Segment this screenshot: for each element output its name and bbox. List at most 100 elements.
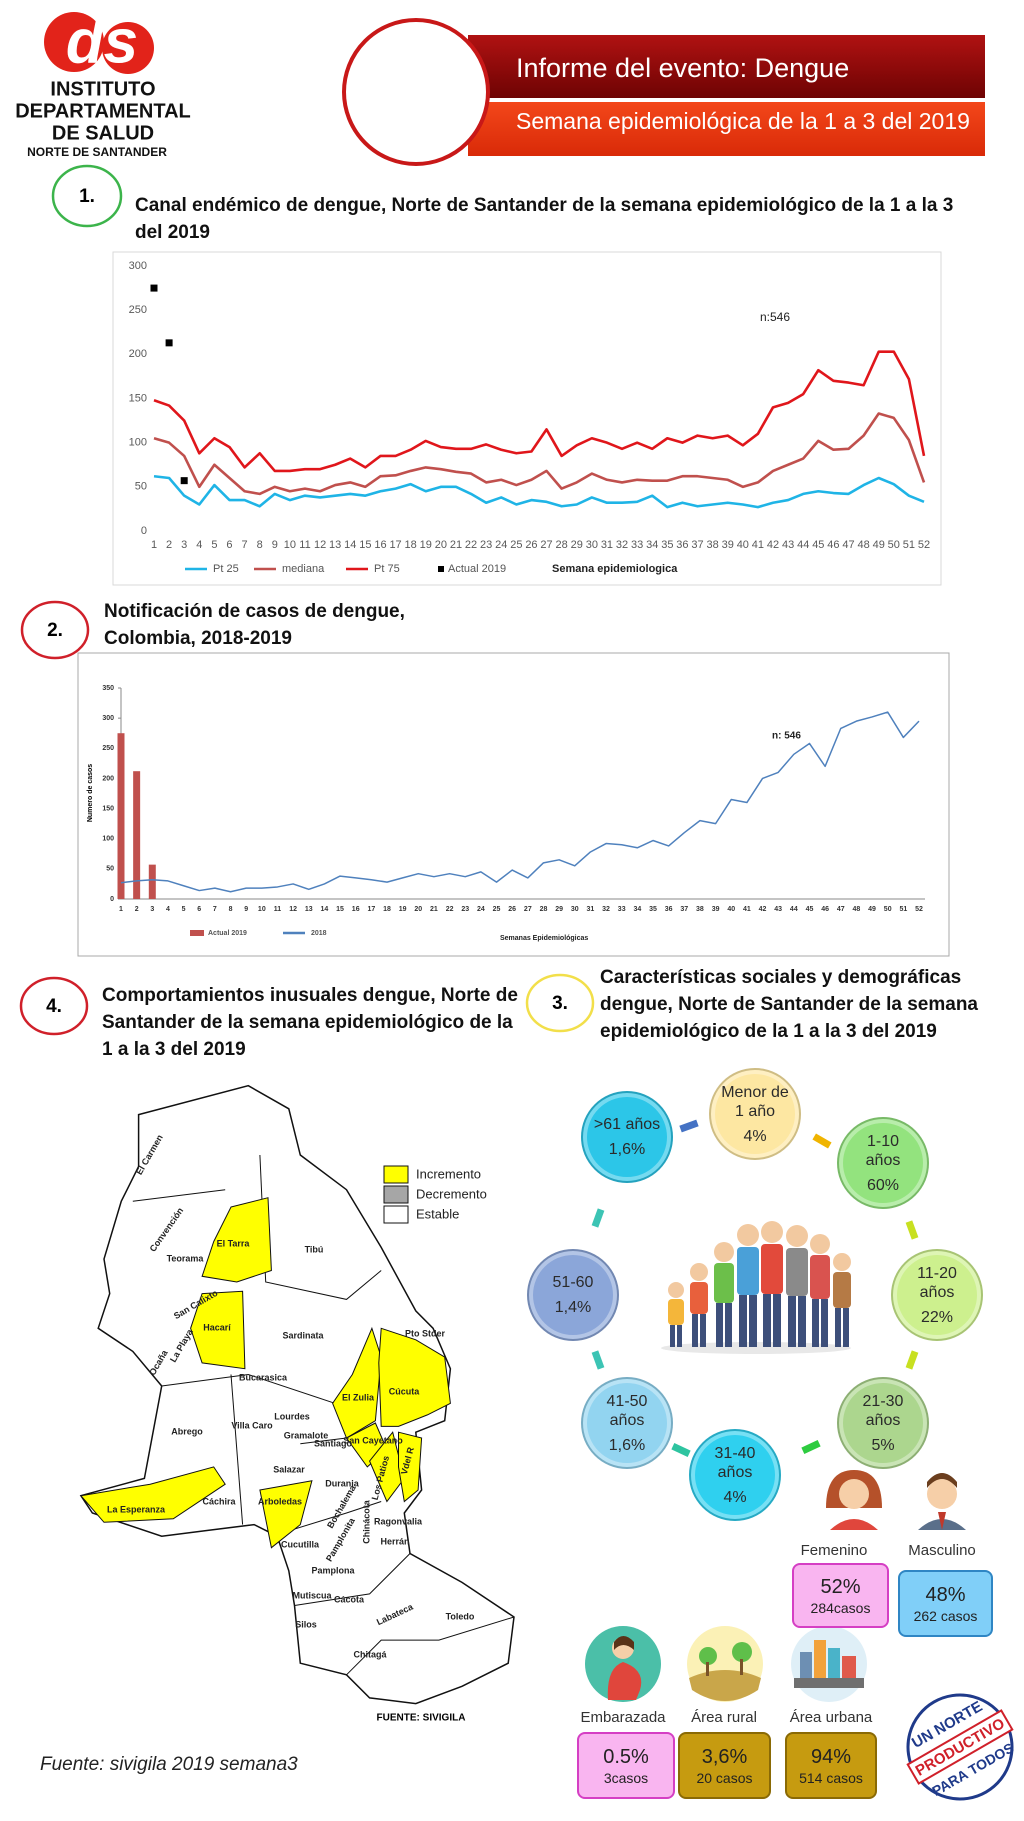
region-label: Bucarasica [239,1372,288,1382]
stamp: UN NORTE PRODUCTIVO PARA TODOS [906,1693,1016,1801]
x-tick-label: 13 [329,539,341,551]
age-label: 51-60 [552,1274,594,1291]
map-outline [79,1084,515,1705]
x-tick-label: 8 [229,906,233,913]
sex-label: Femenino [800,1542,868,1559]
y-tick-label: 100 [102,836,114,843]
map-region [201,1197,272,1283]
age-circle: 51-60 1,4% [527,1249,619,1341]
connector [801,1440,821,1454]
logo-mark: ds [66,7,138,76]
x-tick-label: 36 [676,539,688,551]
region-label: El Tarra [217,1238,251,1248]
region-label: Villa Caro [231,1420,273,1430]
x-tick-label: 4 [166,906,170,913]
age-label: 41-50 [606,1392,648,1410]
x-tick-label: 44 [797,539,809,551]
y-tick-label: 0 [110,896,114,903]
age-circle: 41-50 años 1,6% [581,1377,673,1469]
age-label: años [717,1463,753,1481]
connector [679,1119,699,1133]
x-tick-label: 23 [480,539,492,551]
legend-label: Estable [416,1206,459,1221]
x-tick-label: 6 [197,906,201,913]
region-label: Cucutilla [281,1539,320,1549]
x-tick-label: 26 [508,906,516,913]
sex-box: 52% 284casos [792,1563,889,1628]
group-cases: 514 casos [799,1769,863,1786]
y-tick-label: 300 [129,260,147,272]
x-tick-label: 28 [540,906,548,913]
map-border [294,1553,411,1606]
chart-frame [112,251,942,586]
x-tick-label: 6 [226,539,232,551]
sex-cases: 284casos [810,1599,871,1616]
region-label: Durania [325,1478,360,1488]
series-line [120,711,920,893]
age-label: años [609,1411,645,1429]
map-border [161,1373,336,1404]
x-tick-label: 4 [196,539,202,551]
x-tick-label: 21 [450,539,462,551]
age-value: 1,6% [608,1141,646,1158]
point [180,477,188,485]
logo-blob [102,22,154,74]
x-tick-label: 16 [374,539,386,551]
x-tick-label: 43 [782,539,794,551]
x-tick-label: 15 [336,906,344,913]
x-tick-label: 17 [367,906,375,913]
age-circle: 31-40 años 4% [689,1429,781,1521]
x-tick-label: 39 [712,906,720,913]
x-tick-label: 34 [646,539,658,551]
group-cases: 3casos [603,1769,649,1786]
x-tick-label: 51 [903,539,915,551]
age-label: 1 año [734,1102,776,1120]
age-label: años [865,1151,901,1169]
x-tick-label: 38 [696,906,704,913]
region-label: Abrego [171,1426,203,1436]
x-tick-label: 7 [242,539,248,551]
x-tick-label: 14 [321,906,329,913]
connector [591,1208,605,1228]
region-label: Pamplona [311,1565,355,1575]
logo-line: DE SALUD [52,122,154,144]
age-label: 31-40 [714,1444,756,1462]
y-tick-label: 250 [129,304,147,316]
x-tick-label: 10 [258,906,266,913]
section-badge [525,973,595,1033]
x-tick-label: 9 [272,539,278,551]
age-value: 22% [920,1308,954,1326]
connector [812,1133,832,1149]
x-tick-label: 36 [665,906,673,913]
series-line [153,350,926,473]
y-tick-label: 100 [129,437,147,449]
x-tick-label: 29 [571,539,583,551]
x-tick-label: 1 [119,906,123,913]
bar [133,771,141,899]
region-label: Arboledas [258,1496,302,1506]
y-tick-label: 250 [102,745,114,752]
y-tick-label: 50 [106,866,114,873]
x-tick-label: 38 [707,539,719,551]
x-tick-label: 21 [430,906,438,913]
x-tick-label: 51 [899,906,907,913]
x-tick-label: 12 [289,906,297,913]
region-label: Hacarí [203,1322,231,1332]
series-line [153,412,926,496]
point [150,284,158,292]
legend-label: Actual 2019 [448,563,506,575]
map-source: FUENTE: SIVIGILA [377,1713,466,1724]
age-circle: 11-20 años 22% [891,1249,983,1341]
x-tick-label: 50 [888,539,900,551]
y-tick-label: 150 [129,392,147,404]
x-tick-label: 20 [414,906,422,913]
x-tick-label: 30 [586,539,598,551]
x-tick-label: 19 [399,906,407,913]
age-value: 5% [871,1436,895,1454]
region-label: Silos [295,1619,317,1629]
x-tick-label: 12 [314,539,326,551]
region-label: Lourdes [274,1411,310,1421]
section-title: Canal endémico de dengue, Norte de Santa… [135,195,954,243]
